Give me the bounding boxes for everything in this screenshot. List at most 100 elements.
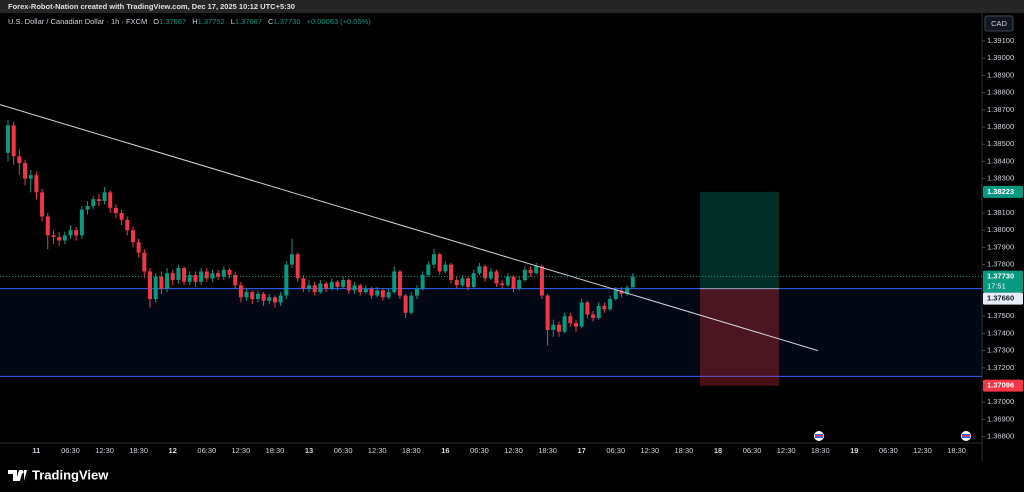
price-badge-label: 1.37660 [987, 294, 1014, 303]
candle-body [210, 273, 215, 279]
candle-body [62, 235, 67, 241]
candle-body [227, 269, 232, 275]
x-tick-label: 18:30 [675, 446, 694, 455]
legend-value: 1.37667 [235, 17, 262, 26]
x-tick-label: 06:30 [470, 446, 489, 455]
y-tick-label: 1.38400 [987, 156, 1014, 165]
y-tick-label: 1.37000 [987, 397, 1014, 406]
candle-body [17, 156, 22, 164]
candle-body [244, 292, 249, 298]
candle-body [23, 163, 28, 179]
candle-body [295, 254, 300, 279]
x-tick-label: 06:30 [879, 446, 898, 455]
candle-body [386, 292, 391, 298]
x-tick-label: 13 [305, 446, 313, 455]
x-tick-label: 18:30 [402, 446, 421, 455]
candle-body [539, 266, 544, 296]
brand-name: TradingView [32, 467, 109, 482]
candle-body [51, 235, 56, 238]
candle-body [414, 288, 419, 296]
symbol: U.S. Dollar / Canadian Dollar · 1h · FXC… [8, 17, 147, 26]
price-badge [983, 270, 1023, 293]
candle-body [79, 209, 84, 236]
x-tick-label: 12:30 [231, 446, 250, 455]
candle-body [6, 125, 10, 153]
candle-body [500, 283, 505, 286]
candle-body [579, 302, 584, 327]
currency-label[interactable]: CAD [991, 19, 1007, 28]
candle-body [318, 283, 323, 293]
target-area [700, 191, 779, 289]
candle-body [358, 285, 363, 293]
event-icon[interactable] [961, 431, 971, 441]
x-tick-label: 11 [32, 446, 40, 455]
x-tick-label: 16 [441, 446, 449, 455]
candle-body [57, 237, 62, 241]
candle-body [460, 278, 465, 286]
candle-body [346, 280, 351, 291]
y-tick-label: 1.38100 [987, 208, 1014, 217]
candle-body [182, 268, 187, 282]
x-tick-label: 18:30 [538, 446, 557, 455]
y-tick-label: 1.37200 [987, 363, 1014, 372]
candle-body [363, 288, 368, 293]
candle-body [420, 274, 425, 289]
candle-body [204, 271, 209, 279]
candle-body [449, 264, 454, 281]
candle-body [505, 276, 510, 286]
zone [0, 288, 982, 377]
y-tick-label: 1.37300 [987, 346, 1014, 355]
x-tick-label: 19 [850, 446, 858, 455]
candle-body [437, 254, 442, 272]
candle-body [397, 271, 402, 296]
candle-body [545, 295, 550, 330]
x-tick-label: 06:30 [197, 446, 216, 455]
candle-body [301, 278, 306, 289]
candle-body [221, 269, 226, 277]
candle-body [329, 281, 334, 289]
legend: U.S. Dollar / Canadian Dollar · 1h · FXC… [8, 17, 371, 26]
price-countdown: 17:51 [987, 282, 1006, 291]
candle-body [551, 324, 556, 330]
candle-body [596, 305, 601, 318]
candle-body [619, 290, 624, 294]
candle-body [483, 266, 488, 279]
event-icon[interactable] [814, 431, 824, 441]
candle-body [68, 230, 73, 236]
x-tick-label: 12:30 [777, 446, 796, 455]
candle-body [494, 271, 499, 284]
candle-body [562, 316, 567, 332]
candle-body [91, 199, 96, 207]
candle-body [255, 293, 260, 300]
candle-body [102, 192, 107, 201]
candle-body [34, 175, 39, 193]
trendline [0, 104, 819, 352]
candle-body [466, 278, 471, 287]
candle-body [432, 254, 436, 265]
candle-body [272, 297, 277, 303]
candle-body [556, 324, 561, 332]
candle-body [375, 290, 380, 296]
candle-body [290, 254, 294, 265]
price-badge-label: 1.37096 [987, 381, 1014, 390]
logo [8, 470, 27, 481]
legend-value: 1.37667 [159, 17, 186, 26]
candle-body [250, 292, 255, 300]
x-tick-label: 06:30 [743, 446, 762, 455]
candle-body [522, 269, 527, 281]
stop-area [700, 288, 779, 386]
y-tick-label: 1.39100 [987, 36, 1014, 45]
y-tick-label: 1.36800 [987, 432, 1014, 441]
candle-body [369, 288, 374, 296]
currency-button[interactable] [984, 15, 1014, 32]
candle-body [352, 285, 357, 291]
candle-body [477, 266, 482, 274]
candle-body [74, 230, 79, 236]
x-tick-label: 18:30 [129, 446, 148, 455]
candle-body [233, 274, 238, 286]
y-tick-label: 1.38900 [987, 70, 1014, 79]
candle-body [193, 274, 198, 282]
